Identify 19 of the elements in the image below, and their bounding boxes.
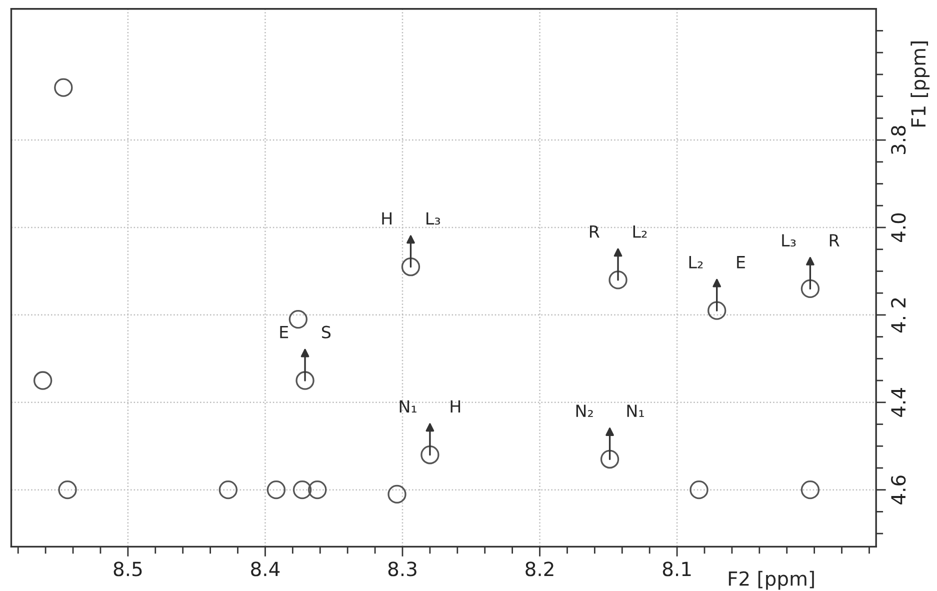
annotation: L₂ E	[689, 256, 745, 268]
y-tick-label: 4. 2	[891, 298, 906, 333]
annotation: N₁ H	[400, 400, 460, 413]
x-tick-label: 8.1	[662, 562, 691, 576]
x-tick-label: 8.4	[251, 562, 280, 576]
annotation: N₂ N₁	[576, 404, 644, 417]
annotation: R L₂	[590, 225, 647, 238]
y-tick-label: 4.6	[891, 476, 906, 504]
annotation: E S	[280, 326, 331, 338]
y-tick-label: 4.4	[891, 388, 906, 417]
x-tick-label: 8.3	[388, 562, 416, 576]
y-axis-title: F1 [ppm]	[910, 42, 930, 127]
y-tick-label: 4.0	[891, 213, 906, 242]
x-tick-label: 8.5	[114, 562, 142, 576]
annotation: H L₃	[382, 212, 440, 225]
x-tick-label: 8.2	[526, 562, 554, 576]
x-axis-title: F2 [ppm]	[728, 570, 814, 590]
annotation: L₃ R	[782, 234, 840, 247]
y-tick-label: 3.8	[891, 126, 906, 154]
